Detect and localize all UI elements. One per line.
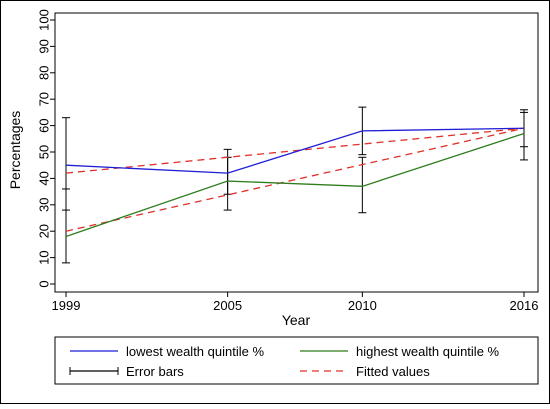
y-tick-label: 60 [37, 118, 52, 132]
y-tick-label: 0 [37, 280, 52, 287]
x-tick-label: 2010 [348, 298, 377, 313]
legend-label-2: highest wealth quintile % [356, 344, 500, 359]
fitted-line-1 [65, 127, 525, 174]
y-tick-label: 100 [37, 9, 52, 31]
x-axis: 1999 2005 2010 2016 [52, 292, 539, 313]
y-axis-label: Percentages [7, 111, 23, 190]
y-tick-label: 50 [37, 145, 52, 159]
plot-marks [62, 106, 528, 264]
x-tick-label: 1999 [52, 298, 81, 313]
y-tick-label: 20 [37, 224, 52, 238]
y-tick-label: 40 [37, 171, 52, 185]
x-axis-label: Year [282, 312, 311, 328]
legend [54, 336, 539, 385]
plot-area [54, 12, 539, 293]
fitted-line-2 [65, 127, 525, 232]
legend-label-4: Fitted values [356, 364, 430, 379]
series-line-highest [65, 132, 525, 238]
y-tick-label: 90 [37, 39, 52, 53]
y-tick-label: 80 [37, 66, 52, 80]
x-tick-label: 2016 [510, 298, 539, 313]
y-tick-label: 70 [37, 92, 52, 106]
x-tick-label: 2005 [213, 298, 242, 313]
legend-label-3: Error bars [126, 364, 184, 379]
legend-items: lowest wealth quintile % highest wealth q… [69, 344, 500, 379]
y-tick-label: 30 [37, 198, 52, 212]
y-tick-label: 10 [37, 250, 52, 264]
legend-label-1: lowest wealth quintile % [126, 344, 264, 359]
series-line-lowest [65, 127, 525, 174]
y-axis: 0 10 20 30 40 50 60 70 80 90 100 [37, 9, 55, 288]
